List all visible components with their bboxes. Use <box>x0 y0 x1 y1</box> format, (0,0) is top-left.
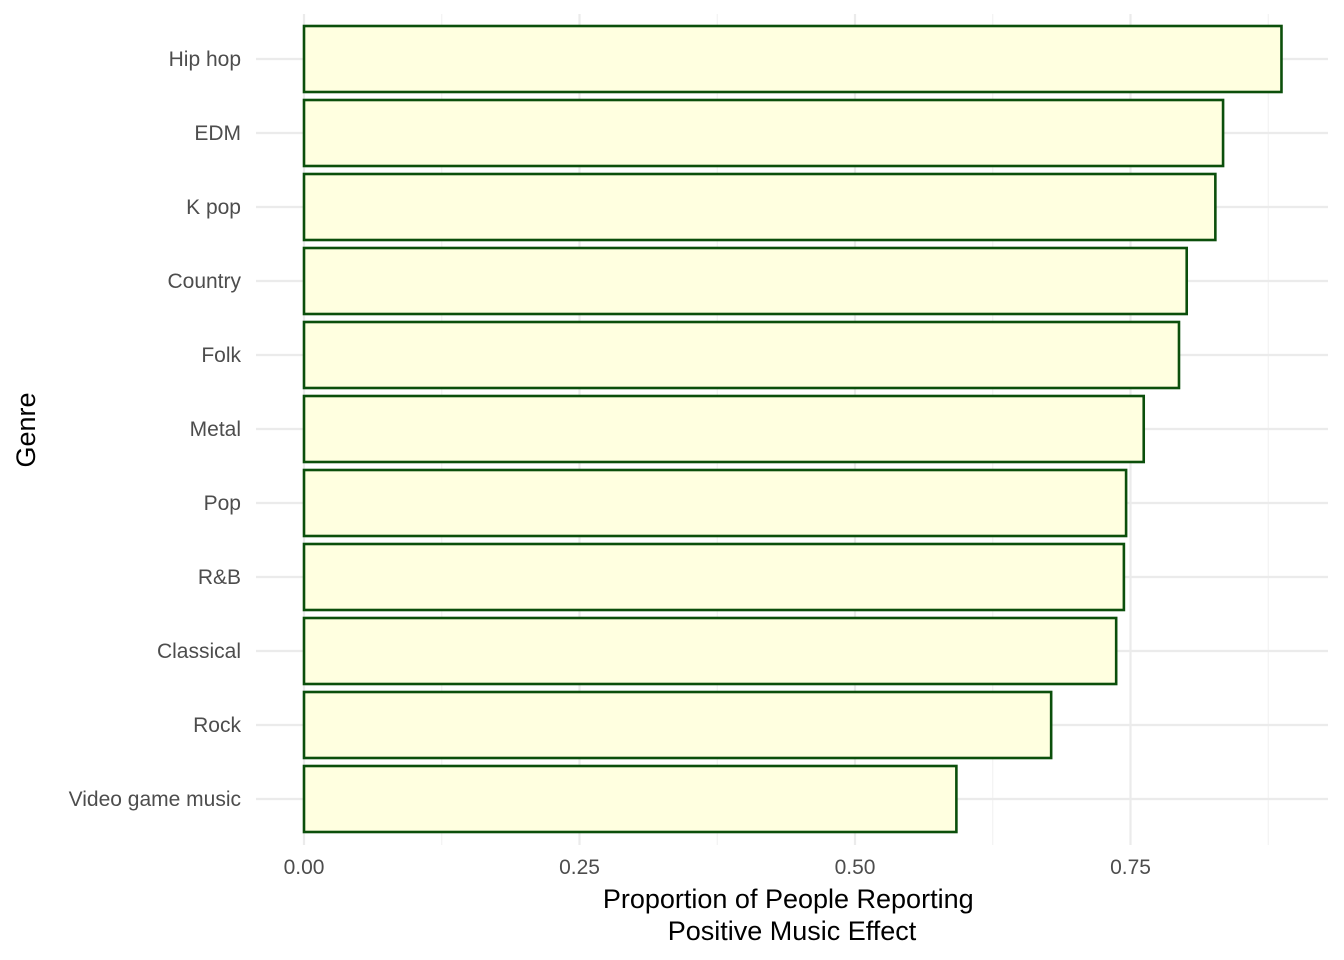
bar <box>302 394 1146 464</box>
x-tick-labels: 0.00 0.25 0.50 0.75 <box>284 856 1151 879</box>
x-tick-label: 0.75 <box>1110 856 1151 879</box>
y-tick-label: Country <box>167 270 241 293</box>
y-tick-labels: Hip hop EDM K pop Country Folk Metal Pop R&B Cla… <box>69 48 242 811</box>
x-tick-label: 0.50 <box>835 856 876 879</box>
x-tick-label: 0.25 <box>559 856 600 879</box>
bar <box>302 320 1181 390</box>
y-tick-label: Folk <box>201 344 241 367</box>
x-axis-title-line-2: Positive Music Effect <box>668 916 917 946</box>
bar <box>302 616 1118 686</box>
bar <box>302 172 1217 242</box>
bar <box>302 98 1225 168</box>
bar <box>302 690 1053 760</box>
x-tick-label: 0.00 <box>284 856 325 879</box>
y-tick-label: Rock <box>193 714 241 737</box>
bar <box>302 468 1128 538</box>
y-tick-label: Classical <box>157 640 241 663</box>
y-tick-label: Metal <box>190 418 241 441</box>
y-tick-label: Video game music <box>69 788 241 811</box>
bar <box>302 542 1126 612</box>
y-axis-title: Genre <box>11 392 41 467</box>
bars <box>302 24 1283 834</box>
y-tick-label: K pop <box>186 196 241 219</box>
bar <box>302 764 958 834</box>
y-tick-label: Pop <box>204 492 241 515</box>
y-tick-label: Hip hop <box>169 48 241 71</box>
x-axis-title-line-1: Proportion of People Reporting <box>603 884 974 914</box>
x-axis-title: Proportion of People Reporting Positive … <box>603 884 981 946</box>
bar <box>302 246 1189 316</box>
bar <box>302 24 1283 94</box>
y-tick-label: EDM <box>194 122 241 145</box>
y-tick-label: R&B <box>198 566 241 589</box>
